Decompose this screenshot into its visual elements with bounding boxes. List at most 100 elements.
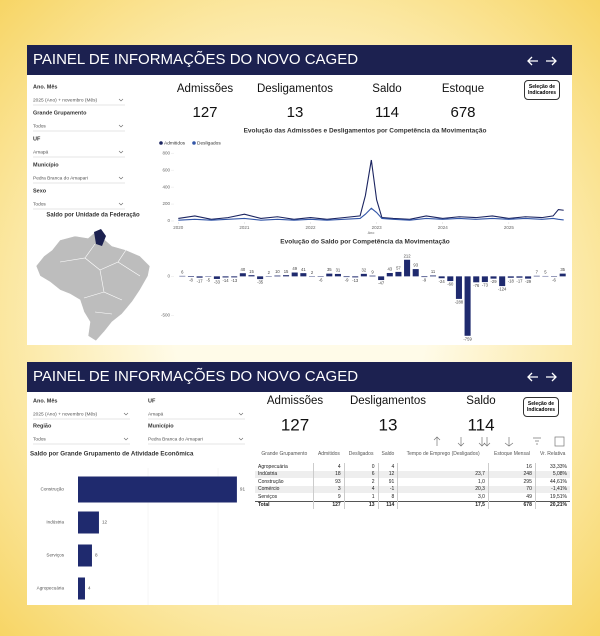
bar <box>291 272 298 277</box>
filter-dropdown[interactable]: 2025 (Ano) + novembro (Mês) <box>33 97 125 106</box>
kpi-value: 114 <box>375 104 399 121</box>
filter-dropdown[interactable]: Pedra Branca do Amapari <box>33 175 125 184</box>
data-label: 8 <box>95 553 98 558</box>
y-tick-label: 600 <box>162 167 170 172</box>
table-row: Agropecuária 4 0 4 16 33,33% <box>255 463 570 471</box>
filter-dropdown[interactable]: Amapá <box>148 411 245 420</box>
kpi-label: Saldo <box>466 395 495 407</box>
kpi-value: 127 <box>281 415 309 434</box>
table-cell: 6 <box>344 470 379 478</box>
data-label: 10 <box>275 269 280 274</box>
bar <box>473 276 480 283</box>
nav-arrows[interactable] <box>527 56 557 382</box>
bar <box>559 273 566 277</box>
column-header: Estoque Mensal <box>493 451 530 457</box>
state-amapa[interactable] <box>94 229 106 246</box>
table-cell: 127 <box>313 500 345 509</box>
data-label: 6 <box>181 269 184 274</box>
chart-title: Evolução das Admissões e Desligamentos p… <box>244 128 487 135</box>
data-label: 91 <box>240 487 246 492</box>
country <box>35 231 151 342</box>
bar <box>248 275 255 277</box>
chevron <box>123 412 129 416</box>
table-cell: 3,0 <box>397 493 489 501</box>
column-header: Saldo <box>381 451 395 457</box>
filter-dropdown[interactable]: Pedra Branca do Amapari <box>148 436 245 445</box>
table-cell: 248 <box>488 470 536 478</box>
data-label: -18 <box>508 278 515 283</box>
bar <box>334 273 341 277</box>
data-label: -35 <box>257 280 264 285</box>
filter-dropdown[interactable]: Todos <box>33 436 130 445</box>
kpi-value: 13 <box>287 104 304 121</box>
y-tick-label: 200 <box>162 201 170 206</box>
total-row: Total 127 13 114 17,5 678 20,21% <box>255 500 570 509</box>
filter-value: 2025 (Ano) + novembro (Mês) <box>33 411 98 417</box>
data-label: -759 <box>463 336 472 341</box>
data-label: -124 <box>498 287 507 292</box>
data-label: -29 <box>490 279 497 284</box>
chevron <box>118 150 124 154</box>
data-label: 2 <box>311 270 314 275</box>
bar <box>78 544 92 567</box>
header-bar <box>27 45 572 75</box>
table-cell: Comércio <box>255 485 315 493</box>
data-label: 57 <box>396 266 401 271</box>
table-cell: Serviços <box>255 493 315 501</box>
x-tick-label: 2023 <box>372 225 383 230</box>
chart-title: Evolução do Saldo por Competência da Mov… <box>280 239 449 246</box>
filter-label: Sexo <box>33 188 47 194</box>
filter-dropdown[interactable]: Amapá <box>33 149 125 158</box>
data-label: -24 <box>439 279 446 284</box>
indicator-button[interactable]: Seleção de Indicadores <box>523 397 559 417</box>
table-cell: 9 <box>313 493 345 501</box>
data-label: -9 <box>422 278 426 283</box>
table-cell: 4 <box>313 463 345 471</box>
table-cell: Total <box>255 500 315 509</box>
table-cell: 295 <box>488 478 536 486</box>
data-label: -14 <box>223 278 230 283</box>
table-tools[interactable] <box>433 436 565 447</box>
filter-label: Município <box>33 162 59 168</box>
bar <box>447 276 454 282</box>
x-tick-label: 2020 <box>173 225 184 230</box>
filter-value: Pedra Branca do Amapari <box>148 436 203 442</box>
bar <box>369 275 376 277</box>
filter-dropdown[interactable]: Todos <box>33 123 125 132</box>
table-cell: 1 <box>344 493 379 501</box>
bar <box>78 476 237 503</box>
table-cell: 16 <box>488 463 536 471</box>
bar <box>464 276 471 336</box>
data-label: 5 <box>544 270 547 275</box>
data-label: -17 <box>197 278 204 283</box>
bar <box>187 276 194 277</box>
table-cell: 13 <box>344 500 379 509</box>
table-cell: -1 <box>378 485 399 493</box>
table-cell: Indústria <box>255 470 315 478</box>
kpi-value: 13 <box>379 415 398 434</box>
table-row: Serviços 9 1 8 3,0 49 19,51% <box>255 493 570 501</box>
x-tick-label: 2025 <box>504 225 515 230</box>
x-tick-label: 2021 <box>239 225 250 230</box>
table-cell: 1,0 <box>397 478 489 486</box>
filter-label: Município <box>148 423 174 429</box>
data-label: 4 <box>88 586 91 591</box>
filter-dropdown[interactable]: 2025 (Ano) + novembro (Mês) <box>33 411 130 420</box>
column-header: Admitidos <box>317 451 340 457</box>
data-label: 9 <box>371 269 374 274</box>
legend-marker <box>192 141 196 145</box>
bar <box>222 276 229 278</box>
brazil-map <box>35 229 151 342</box>
kpi-label: Desligamentos <box>257 83 333 95</box>
filter-dropdown[interactable]: Todos <box>33 201 125 210</box>
data-label: -76 <box>473 283 480 288</box>
data-label: 15 <box>249 269 254 274</box>
bar <box>360 273 367 277</box>
data-label: -47 <box>378 281 385 286</box>
filter-label: Grande Grupamento <box>33 110 87 116</box>
indicator-button[interactable]: Seleção de Indicadores <box>524 80 560 100</box>
category-label: Indústria <box>46 520 64 525</box>
data-label: -17 <box>516 278 523 283</box>
